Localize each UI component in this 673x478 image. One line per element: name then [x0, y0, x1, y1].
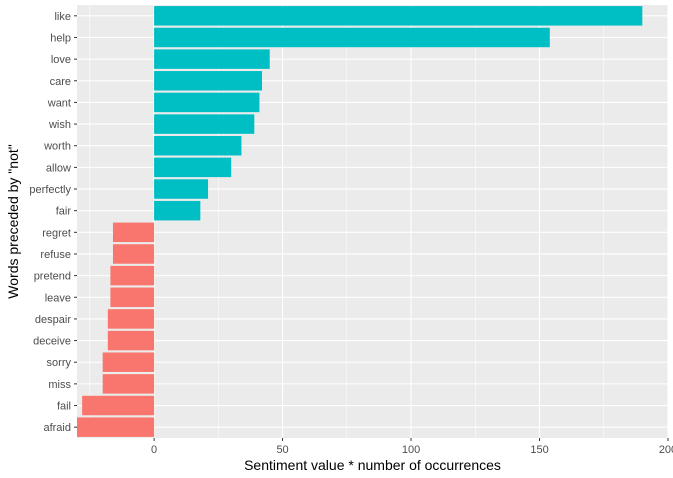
- bar-regret: [112, 222, 155, 243]
- x-axis-ticks: 0 50 100 150 200: [151, 438, 673, 456]
- bar-allow: [154, 157, 232, 178]
- y-tick-label: despair: [35, 314, 71, 326]
- bar-refuse: [112, 244, 155, 264]
- bar-leave: [110, 287, 155, 308]
- y-tick-label: worth: [43, 141, 71, 153]
- y-tick-label: love: [51, 54, 71, 66]
- y-tick-label: perfectly: [29, 184, 71, 196]
- x-axis-title: Sentiment value * number of occurrences: [244, 457, 501, 473]
- y-tick-label: want: [47, 97, 71, 109]
- y-tick-label: like: [54, 11, 71, 23]
- y-tick-label: fair: [56, 206, 72, 218]
- bars: [77, 6, 643, 437]
- y-tick-label: wish: [48, 119, 71, 131]
- y-axis-ticks: like help love care want wish worth allow perfec…: [29, 11, 77, 434]
- bar-deceive: [107, 330, 155, 351]
- y-tick-label: sorry: [47, 357, 72, 369]
- bar-love: [154, 49, 270, 69]
- y-tick-label: allow: [46, 162, 71, 174]
- bar-sorry: [102, 352, 155, 372]
- y-tick-label: refuse: [40, 249, 71, 261]
- bar-miss: [102, 374, 155, 394]
- bar-care: [154, 71, 263, 91]
- x-tick-label: 100: [402, 444, 420, 456]
- y-tick-label: afraid: [43, 422, 71, 434]
- y-tick-label: help: [50, 32, 71, 44]
- bar-help: [154, 27, 550, 48]
- y-tick-label: regret: [42, 227, 71, 239]
- bar-perfectly: [154, 179, 209, 199]
- bar-despair: [107, 309, 155, 329]
- x-tick-label: 150: [530, 444, 548, 456]
- bar-fail: [82, 395, 155, 416]
- bar-want: [154, 92, 260, 113]
- y-tick-label: deceive: [33, 336, 71, 348]
- x-tick-label: 200: [659, 444, 673, 456]
- x-tick-label: 0: [151, 444, 157, 456]
- bar-fair: [154, 200, 201, 221]
- x-tick-label: 50: [276, 444, 288, 456]
- y-tick-label: leave: [45, 292, 71, 304]
- bar-like: [154, 6, 643, 26]
- y-axis-title: Words preceded by "not": [5, 144, 21, 298]
- y-tick-label: care: [50, 76, 71, 88]
- plot-panel: [77, 5, 668, 438]
- bar-pretend: [110, 265, 155, 286]
- bar-worth: [154, 135, 242, 156]
- y-tick-label: fail: [57, 401, 71, 413]
- bar-wish: [154, 114, 255, 134]
- y-tick-label: pretend: [34, 271, 71, 283]
- bar-afraid: [77, 417, 155, 437]
- y-tick-label: miss: [48, 379, 71, 391]
